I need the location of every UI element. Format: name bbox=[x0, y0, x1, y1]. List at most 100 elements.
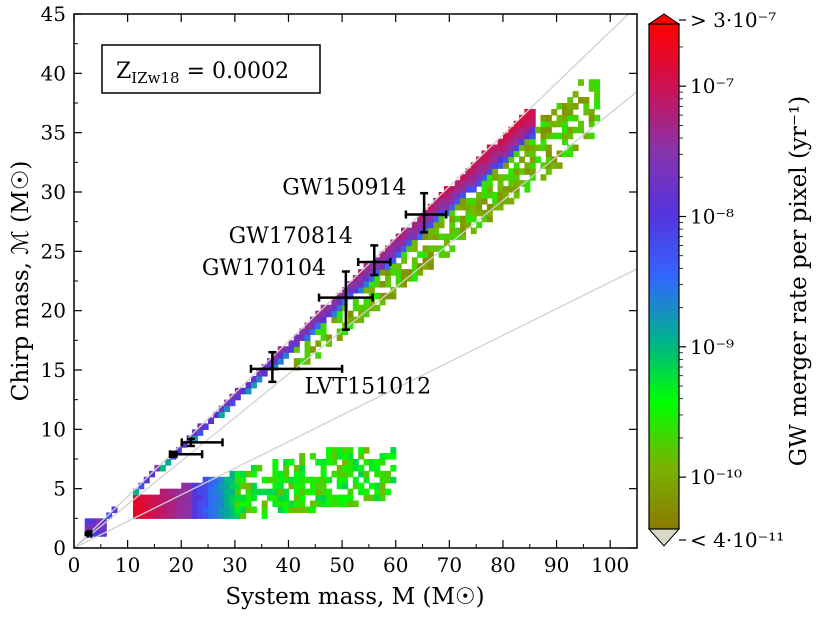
heatmap-cell bbox=[470, 186, 477, 193]
heatmap-cell bbox=[384, 476, 391, 484]
heatmap-cell bbox=[368, 263, 375, 270]
heatmap-cell bbox=[427, 215, 434, 223]
heatmap-cell bbox=[250, 375, 257, 383]
heatmap-cell bbox=[368, 286, 375, 294]
heatmap-cell bbox=[433, 233, 440, 241]
heatmap-cell bbox=[288, 482, 295, 490]
heatmap-cell bbox=[256, 375, 263, 383]
heatmap-cell bbox=[545, 132, 552, 140]
heatmap-cell bbox=[502, 197, 509, 205]
colorbar-tick-label: 10⁻⁹ bbox=[690, 335, 734, 359]
heatmap-cell bbox=[411, 263, 418, 270]
heatmap-cell bbox=[245, 387, 252, 395]
heatmap-cell bbox=[293, 334, 300, 341]
heatmap-cell bbox=[454, 203, 461, 211]
heatmap-cell bbox=[149, 494, 156, 502]
heatmap-cell bbox=[502, 174, 509, 181]
heatmap-cell bbox=[411, 227, 418, 235]
heatmap-cell bbox=[449, 233, 456, 241]
heatmap-cell bbox=[368, 459, 375, 466]
heatmap-cell bbox=[535, 144, 542, 152]
heatmap-cell bbox=[283, 500, 290, 508]
heatmap-cell bbox=[561, 114, 568, 122]
heatmap-cell bbox=[358, 482, 365, 490]
heatmap-cell bbox=[159, 488, 166, 496]
heatmap-cell bbox=[165, 506, 172, 513]
heatmap-cell bbox=[315, 476, 322, 484]
heatmap-cell bbox=[470, 174, 477, 181]
heatmap-cell bbox=[309, 476, 316, 484]
heatmap-cell bbox=[529, 144, 536, 152]
heatmap-cell bbox=[132, 512, 139, 519]
heatmap-cell bbox=[170, 494, 177, 502]
heatmap-cell bbox=[352, 464, 359, 472]
heatmap-cell bbox=[218, 482, 225, 490]
heatmap-cell bbox=[213, 411, 220, 419]
heatmap-cell bbox=[326, 500, 332, 508]
heatmap-cell bbox=[358, 310, 365, 318]
heatmap-cell bbox=[379, 459, 386, 466]
heatmap-cell bbox=[299, 506, 306, 513]
heatmap-cell bbox=[336, 453, 343, 460]
heatmap-cell bbox=[395, 251, 402, 258]
heatmap-cell bbox=[502, 186, 509, 193]
heatmap-cell bbox=[476, 168, 483, 175]
event-label: GW170104 bbox=[202, 256, 326, 281]
heatmap-cell bbox=[470, 203, 477, 211]
heatmap-cell bbox=[368, 275, 375, 282]
event-marker bbox=[404, 191, 448, 234]
metallicity-inset: ZIZw18 = 0.0002 bbox=[101, 44, 321, 94]
heatmap-cell bbox=[331, 500, 338, 508]
heatmap-cell bbox=[138, 506, 145, 513]
heatmap-cell bbox=[143, 512, 150, 519]
heatmap-cell bbox=[299, 476, 306, 484]
heatmap-cell bbox=[363, 310, 370, 318]
heatmap-cell bbox=[508, 168, 515, 175]
heatmap-cell bbox=[304, 488, 311, 496]
heatmap-cell bbox=[197, 494, 204, 502]
heatmap-cell bbox=[390, 269, 397, 276]
y-tick-label: 45 bbox=[41, 2, 66, 26]
heatmap-cell bbox=[181, 506, 188, 513]
heatmap-cell bbox=[422, 233, 429, 241]
heatmap-cell bbox=[277, 494, 284, 502]
colorbar-bottom-arrow bbox=[647, 528, 681, 547]
heatmap-cell bbox=[320, 459, 327, 466]
x-tick-label: 20 bbox=[169, 553, 194, 577]
heatmap-cell bbox=[342, 494, 349, 502]
event-label: GW170814 bbox=[229, 224, 353, 249]
heatmap-cell bbox=[293, 494, 300, 502]
heatmap-cell bbox=[572, 114, 579, 122]
heatmap-cell bbox=[309, 482, 316, 490]
heatmap-cell bbox=[492, 197, 499, 205]
heatmap-cell bbox=[132, 500, 139, 508]
heatmap-cell bbox=[331, 453, 338, 460]
heatmap-cell bbox=[460, 233, 467, 241]
heatmap-cell bbox=[336, 334, 343, 341]
heatmap-cell bbox=[433, 245, 440, 252]
event-label: GW150914 bbox=[282, 175, 406, 200]
heatmap-cell bbox=[347, 488, 354, 496]
heatmap-cell bbox=[315, 494, 322, 502]
heatmap-cell bbox=[545, 114, 552, 122]
x-tick-label: 100 bbox=[591, 553, 629, 577]
heatmap-cell bbox=[261, 500, 268, 508]
heatmap-cell bbox=[401, 281, 408, 288]
heatmap-cell bbox=[320, 464, 327, 472]
heatmap-cell bbox=[326, 340, 332, 347]
heatmap-cell bbox=[229, 399, 236, 407]
heatmap-cell bbox=[229, 500, 236, 508]
heatmap-cell bbox=[524, 150, 531, 157]
heatmap-cell bbox=[288, 346, 295, 353]
heatmap-cell bbox=[342, 328, 349, 335]
heatmap-cell bbox=[299, 453, 306, 460]
heatmap-cell bbox=[460, 203, 467, 211]
event-marker bbox=[168, 450, 204, 459]
heatmap-cell bbox=[449, 227, 456, 235]
heatmap-cell bbox=[427, 263, 434, 270]
heatmap-cell bbox=[368, 269, 375, 276]
heatmap-cell bbox=[272, 364, 279, 371]
heatmap-cell bbox=[502, 162, 509, 169]
heatmap-cell bbox=[224, 476, 231, 484]
heatmap-cell bbox=[363, 476, 370, 484]
